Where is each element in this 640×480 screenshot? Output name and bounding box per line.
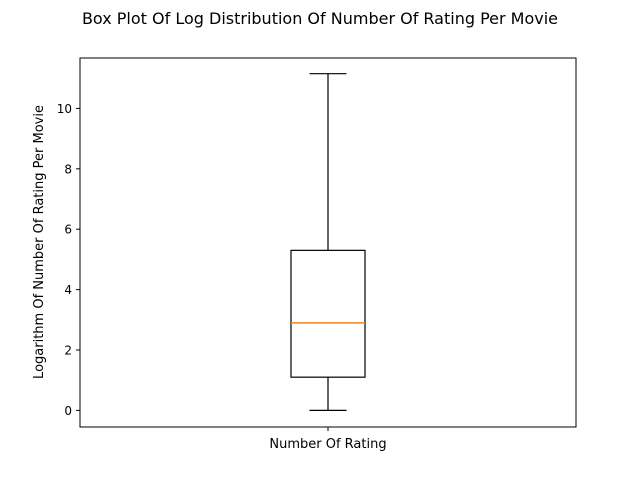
x-tick-label: Number Of Rating bbox=[269, 437, 386, 452]
y-tick-label: 10 bbox=[57, 102, 72, 116]
y-tick-label: 8 bbox=[64, 162, 72, 176]
y-tick-label: 6 bbox=[64, 223, 72, 237]
y-tick-label: 0 bbox=[64, 404, 72, 418]
y-tick-label: 2 bbox=[64, 343, 72, 357]
x-axis-ticks: Number Of Rating bbox=[269, 427, 387, 452]
iqr-box bbox=[290, 249, 366, 378]
y-axis-ticks: 0 2 4 6 8 10 bbox=[57, 102, 80, 418]
chart-title: Box Plot Of Log Distribution Of Number O… bbox=[82, 9, 558, 28]
box-plot bbox=[290, 73, 366, 411]
y-axis-label: Logarithm Of Number Of Rating Per Movie bbox=[32, 105, 47, 379]
y-tick-label: 4 bbox=[64, 283, 72, 297]
